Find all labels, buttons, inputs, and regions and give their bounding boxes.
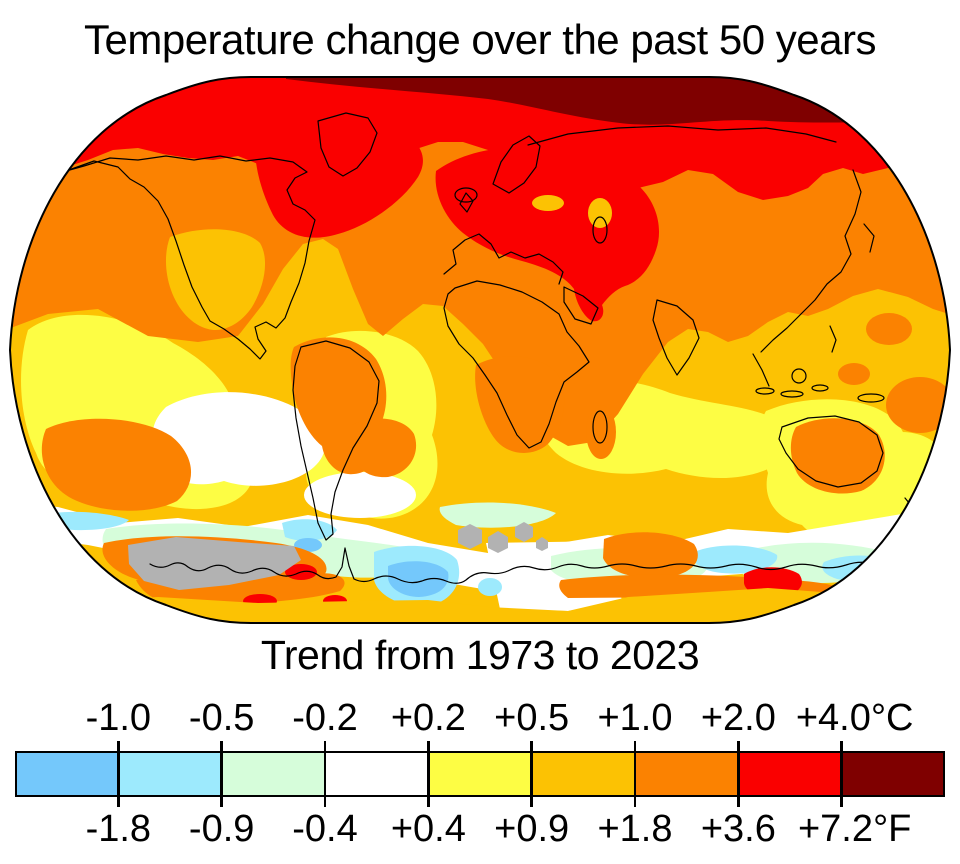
scale-label: -0.9: [188, 808, 255, 850]
colorbar-tick: [427, 741, 430, 807]
scale-label: +0.5: [494, 697, 570, 739]
scale-label: +0.2: [390, 697, 466, 739]
colorbar-tick: [117, 741, 120, 807]
map-layers: [10, 77, 950, 623]
scale-label: +2.0: [700, 697, 776, 739]
colorbar-segment: [634, 753, 738, 795]
scale-label: -0.4: [292, 808, 358, 850]
scale-label: +0.4: [390, 808, 466, 850]
colorbar-segment: [737, 753, 841, 795]
world-map: [8, 75, 952, 625]
region-gold-na-wedge: [165, 229, 266, 331]
colorbar-tick: [220, 741, 223, 807]
colorbar: [15, 751, 945, 797]
scale-label: -1.0: [85, 697, 152, 739]
colorbar-tick: [840, 741, 843, 807]
scale-label: -0.2: [292, 697, 358, 739]
scale-label: +3.6: [700, 808, 776, 850]
world-map-svg: [8, 76, 952, 624]
colorbar-tick: [530, 741, 533, 807]
colorbar-segment: [840, 753, 944, 795]
figure-title: Temperature change over the past 50 year…: [84, 16, 876, 63]
colorbar-segment: [531, 753, 635, 795]
figure-subtitle: Trend from 1973 to 2023: [260, 632, 700, 678]
regions-no-data-gray: [128, 522, 548, 590]
colorbar-segment: [17, 753, 120, 795]
colorbar-segment: [428, 753, 532, 795]
colorbar-segment: [222, 753, 326, 795]
colorbar-segment: [119, 753, 223, 795]
scale-label: +1.0: [597, 697, 673, 739]
region-gold-bottom: [10, 582, 950, 623]
scale-label: +7.2°F: [797, 808, 912, 850]
scale-label: +1.8: [597, 808, 673, 850]
scale-label: +4.0°C: [795, 697, 914, 739]
region-gold-spot-1: [532, 195, 564, 211]
region-gold-spot-2: [588, 198, 612, 228]
colorbar-segment: [325, 753, 429, 795]
colorbar-tick: [323, 741, 327, 807]
colorbar-tick: [633, 741, 637, 807]
scale-label: +0.9: [494, 808, 570, 850]
projection-outline: [8, 76, 952, 624]
scale-label: -1.8: [85, 808, 152, 850]
regions-blue: [294, 538, 449, 597]
scale-label: -0.5: [188, 697, 255, 739]
colorbar-tick: [737, 741, 740, 807]
